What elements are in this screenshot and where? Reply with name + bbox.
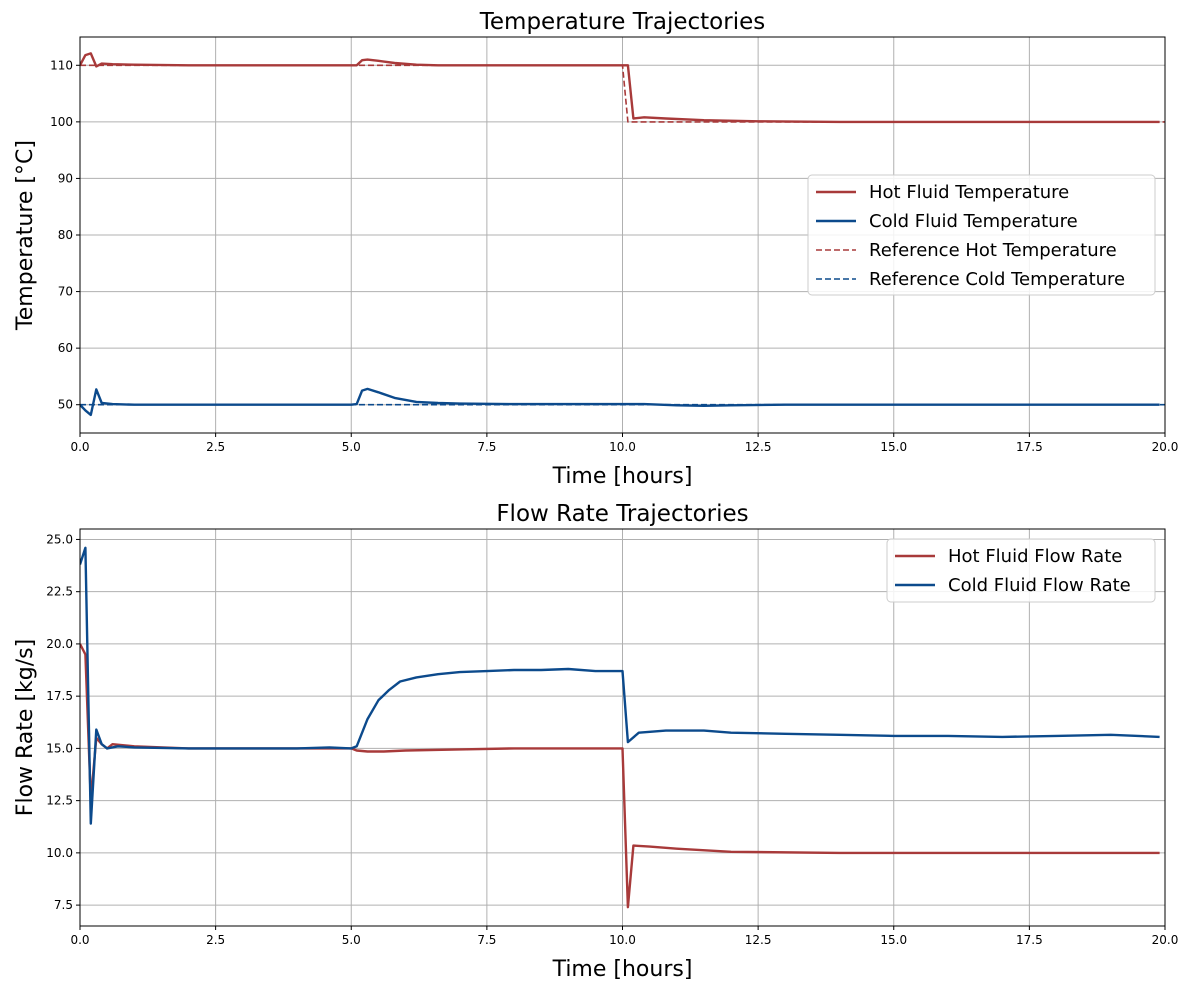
y-tick-label: 100 bbox=[50, 115, 73, 129]
x-tick-label: 2.5 bbox=[206, 440, 225, 454]
legend-box bbox=[807, 174, 1156, 296]
x-tick-label: 2.5 bbox=[206, 933, 225, 947]
series-line-cold-fluid-temperature bbox=[80, 387, 1160, 417]
x-axis-label: Time [hours] bbox=[552, 464, 693, 489]
x-tick-label: 15.0 bbox=[880, 933, 907, 947]
y-tick-label: 12.5 bbox=[46, 794, 73, 808]
series-line-hot-fluid-flow-rate bbox=[80, 643, 1160, 909]
x-tick-label: 12.5 bbox=[745, 933, 772, 947]
series-line-hot-fluid-temperature bbox=[80, 52, 1160, 124]
legend-box bbox=[886, 538, 1156, 603]
flow-rate-chart: 0.0 2.5 5.0 7.5 10.0 12.5 15.0 17.5 20.0 7.5 10.0 1… bbox=[13, 501, 1178, 982]
legend-entry: Cold Fluid Temperature bbox=[869, 211, 1078, 232]
legend: Hot Fluid Temperature Cold Fluid Temperat… bbox=[807, 174, 1156, 296]
y-axis-label: Flow Rate [kg/s] bbox=[13, 639, 38, 816]
y-tick-label: 17.5 bbox=[46, 689, 73, 703]
series-line-cold-fluid-flow-rate bbox=[80, 546, 1160, 825]
x-axis-label: Time [hours] bbox=[552, 957, 693, 982]
x-tick-label: 20.0 bbox=[1152, 933, 1179, 947]
x-tick-label: 5.0 bbox=[342, 933, 361, 947]
legend-entry: Reference Cold Temperature bbox=[869, 269, 1125, 290]
legend: Hot Fluid Flow Rate Cold Fluid Flow Rate bbox=[886, 538, 1156, 603]
y-tick-label: 15.0 bbox=[46, 741, 73, 755]
y-tick-label: 90 bbox=[58, 171, 73, 185]
temperature-chart: 0.0 2.5 5.0 7.5 10.0 12.5 15.0 17.5 20.0 50 60 70 80… bbox=[13, 9, 1178, 489]
x-tick-label: 0.0 bbox=[70, 440, 89, 454]
y-tick-label: 70 bbox=[58, 285, 73, 299]
x-tick-label: 7.5 bbox=[477, 933, 496, 947]
y-tick-label: 110 bbox=[50, 58, 73, 72]
y-tick-label: 22.5 bbox=[46, 585, 73, 599]
series-line-reference-hot-temperature bbox=[80, 64, 1165, 123]
x-tick-label: 0.0 bbox=[70, 933, 89, 947]
y-tick-label: 20.0 bbox=[46, 637, 73, 651]
x-tick-label: 10.0 bbox=[609, 933, 636, 947]
y-tick-label: 50 bbox=[58, 398, 73, 412]
x-tick-label: 20.0 bbox=[1152, 440, 1179, 454]
x-tick-label: 17.5 bbox=[1016, 933, 1043, 947]
y-tick-label: 7.5 bbox=[54, 898, 73, 912]
chart-title: Temperature Trajectories bbox=[479, 9, 765, 35]
chart-title: Flow Rate Trajectories bbox=[496, 501, 748, 527]
y-tick-label: 10.0 bbox=[46, 846, 73, 860]
x-tick-label: 10.0 bbox=[609, 440, 636, 454]
x-tick-label: 7.5 bbox=[477, 440, 496, 454]
y-tick-label: 25.0 bbox=[46, 532, 73, 546]
legend-entry: Hot Fluid Flow Rate bbox=[948, 546, 1122, 567]
x-tick-label: 12.5 bbox=[745, 440, 772, 454]
x-tick-label: 15.0 bbox=[880, 440, 907, 454]
legend-entry: Hot Fluid Temperature bbox=[869, 182, 1069, 203]
y-tick-label: 60 bbox=[58, 341, 73, 355]
x-tick-label: 17.5 bbox=[1016, 440, 1043, 454]
legend-entry: Reference Hot Temperature bbox=[869, 240, 1117, 261]
x-tick-label: 5.0 bbox=[342, 440, 361, 454]
legend-entry: Cold Fluid Flow Rate bbox=[948, 575, 1131, 596]
y-axis-label: Temperature [°C] bbox=[13, 140, 38, 331]
y-tick-label: 80 bbox=[58, 228, 73, 242]
